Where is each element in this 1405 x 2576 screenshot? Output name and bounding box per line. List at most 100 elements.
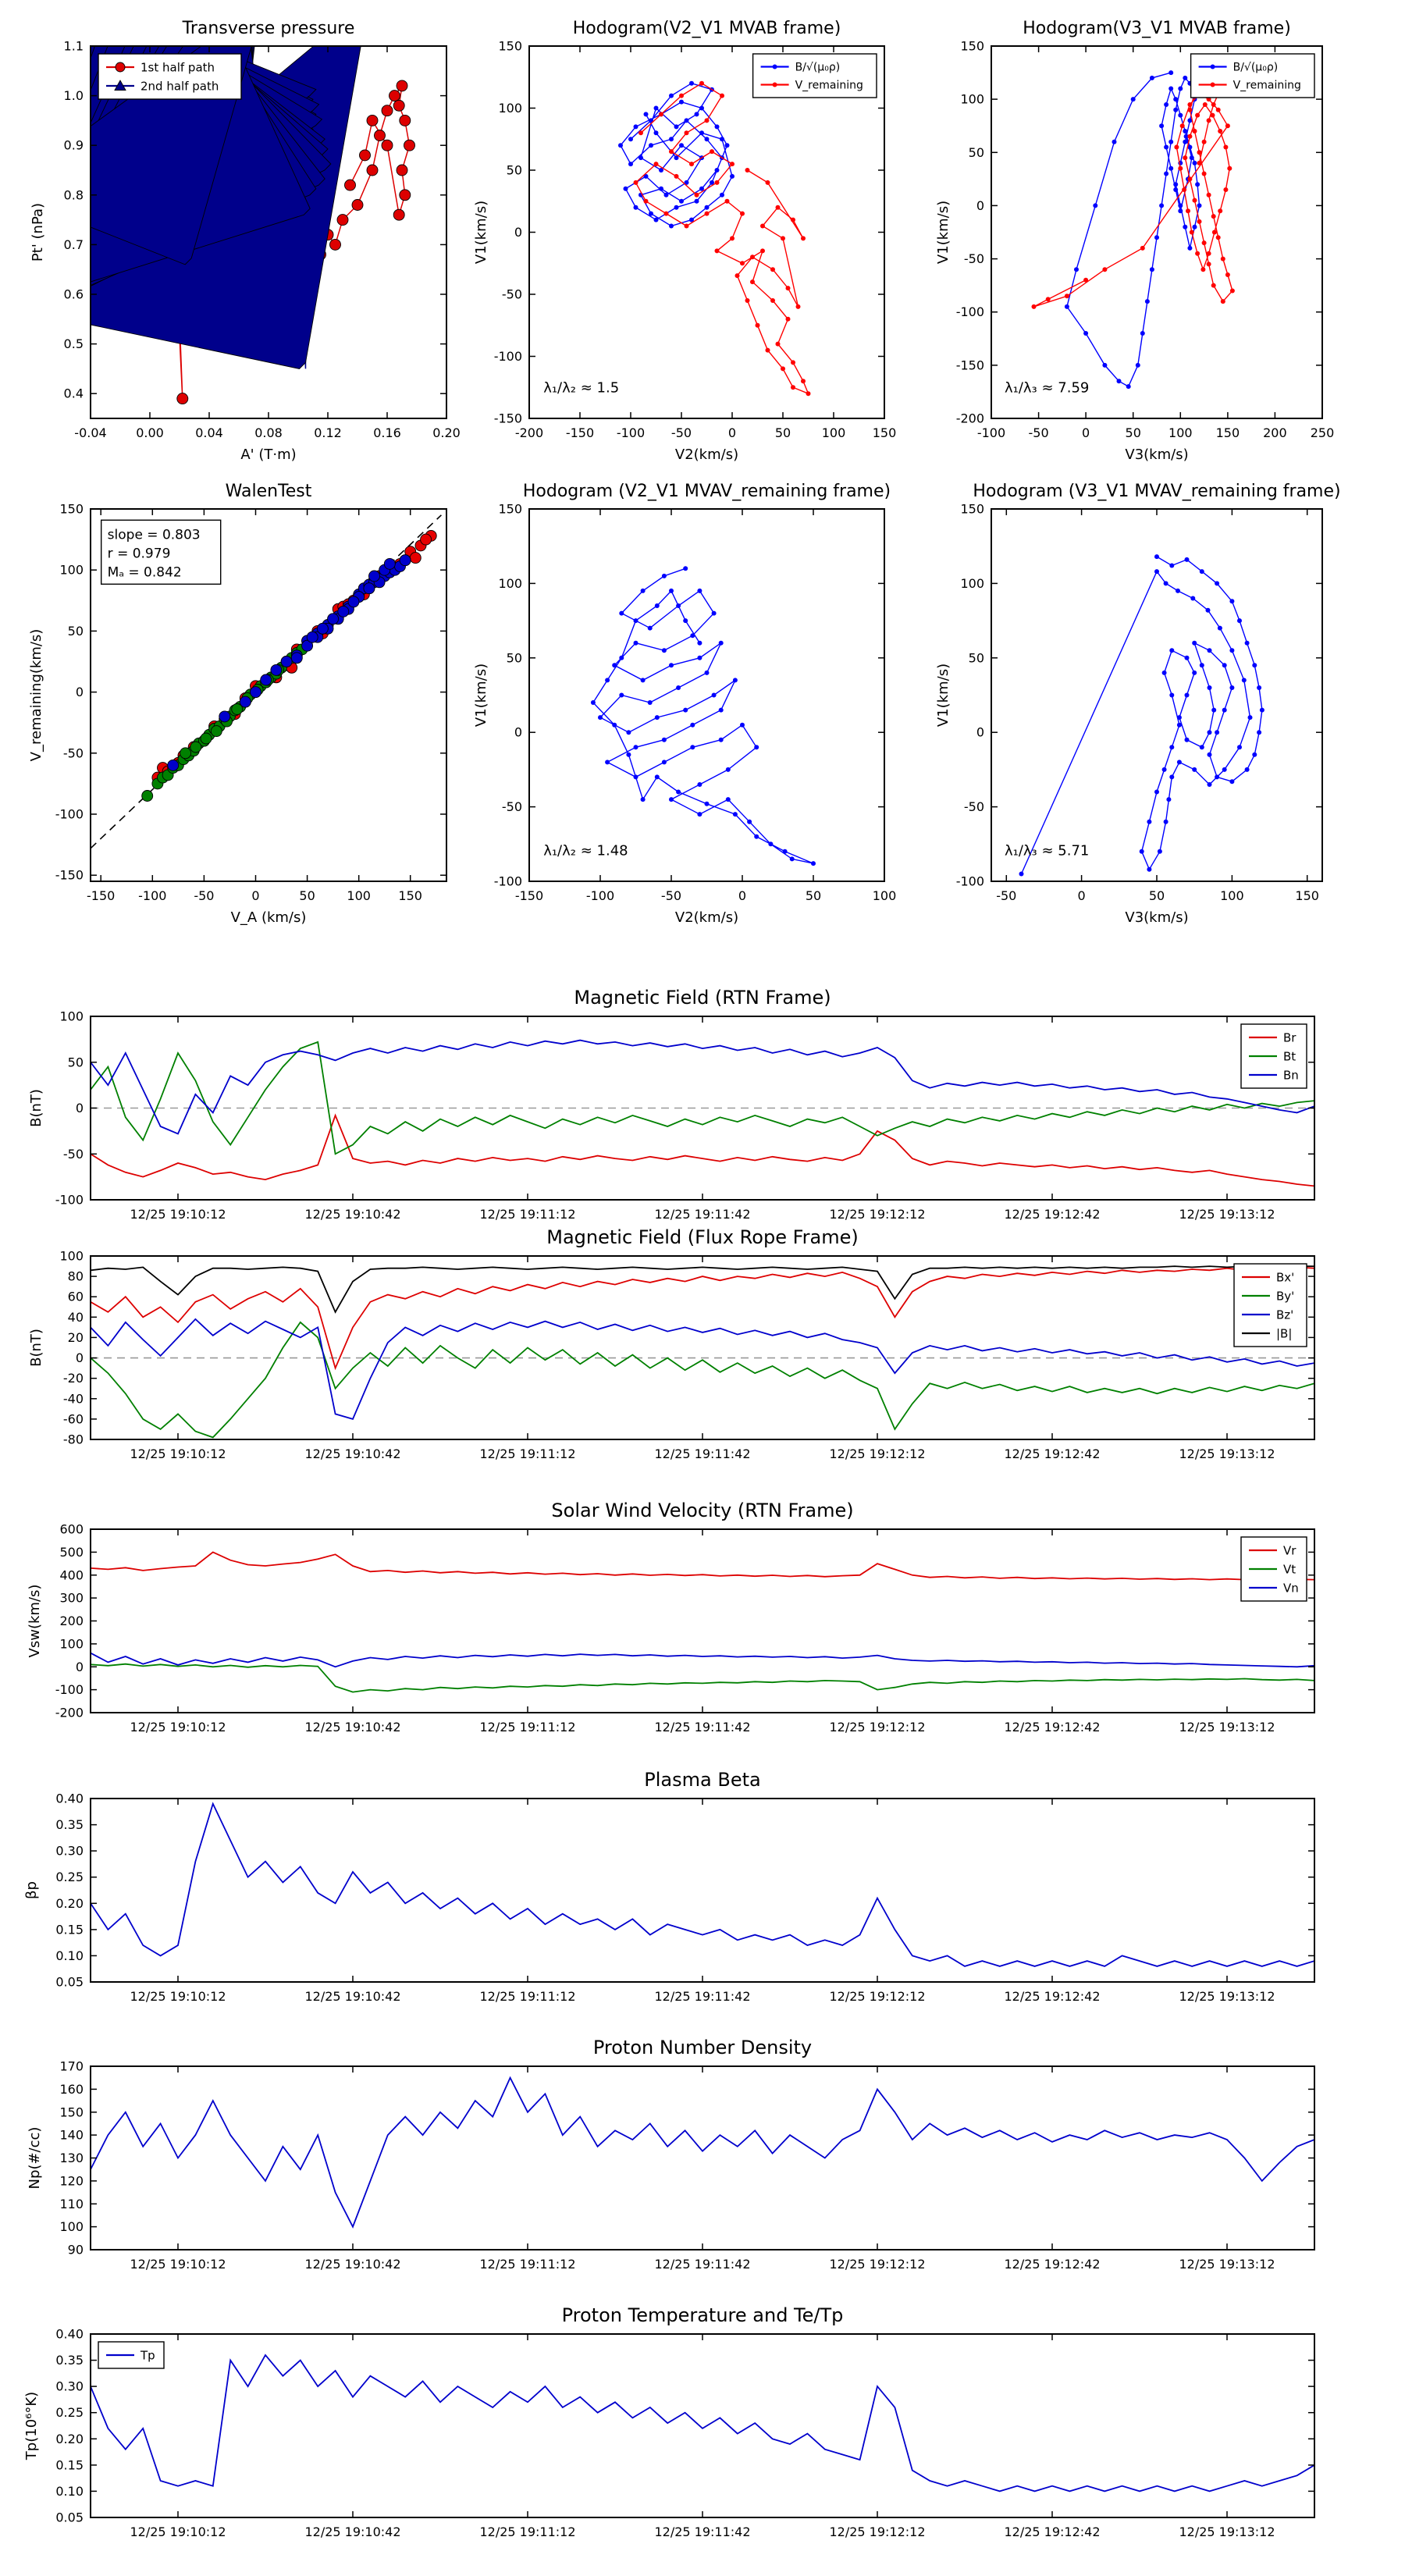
svg-text:40: 40 (68, 1310, 84, 1325)
svg-text:0.04: 0.04 (195, 425, 223, 440)
svg-text:50: 50 (1149, 888, 1165, 903)
svg-text:12/25 19:10:12: 12/25 19:10:12 (130, 2524, 226, 2539)
svg-text:-100: -100 (138, 888, 166, 903)
svg-text:-100: -100 (494, 349, 522, 364)
svg-text:Magnetic Field (Flux Rope Fram: Magnetic Field (Flux Rope Frame) (546, 1226, 858, 1248)
svg-text:-50: -50 (996, 888, 1016, 903)
svg-text:-150: -150 (494, 411, 522, 426)
svg-text:50: 50 (969, 650, 984, 665)
svg-text:-40: -40 (63, 1391, 84, 1406)
svg-text:0: 0 (76, 685, 84, 699)
svg-text:170: 170 (59, 2059, 84, 2074)
svg-text:0.30: 0.30 (55, 2379, 84, 2394)
svg-text:150: 150 (398, 888, 422, 903)
svg-text:slope = 0.803: slope = 0.803 (108, 527, 201, 543)
svg-text:50: 50 (775, 425, 791, 440)
svg-text:12/25 19:12:12: 12/25 19:12:12 (829, 1207, 925, 1222)
svg-text:90: 90 (68, 2243, 84, 2258)
svg-text:Pt' (nPa): Pt' (nPa) (30, 203, 46, 262)
svg-text:12/25 19:11:12: 12/25 19:11:12 (479, 2257, 575, 2272)
svg-text:50: 50 (299, 888, 315, 903)
svg-text:λ₁/λ₃ ≈ 5.71: λ₁/λ₃ ≈ 5.71 (1005, 843, 1089, 859)
svg-text:-100: -100 (617, 425, 645, 440)
svg-text:100: 100 (59, 1636, 84, 1651)
svg-text:160: 160 (59, 2082, 84, 2097)
svg-text:Solar Wind Velocity (RTN Frame: Solar Wind Velocity (RTN Frame) (551, 1500, 853, 1521)
svg-text:Proton Temperature and Te/Tp: Proton Temperature and Te/Tp (562, 2304, 844, 2326)
svg-text:|B|: |B| (1276, 1326, 1292, 1340)
plot-solar-wind-velocity: 12/25 19:10:12 12/25 19:10:42 12/25 19:11:… (0, 1471, 1405, 1767)
svg-text:0.15: 0.15 (55, 1922, 84, 1937)
svg-text:1.1: 1.1 (64, 39, 84, 54)
svg-text:Transverse pressure: Transverse pressure (182, 19, 355, 38)
svg-text:150: 150 (1295, 888, 1319, 903)
svg-text:0.20: 0.20 (55, 2432, 84, 2446)
plot-walen-test: -150 -100 -50 0 50 100 150 -150 -100 -50 0 50 100 150… (0, 468, 468, 937)
svg-text:0.00: 0.00 (136, 425, 164, 440)
svg-text:1.0: 1.0 (64, 88, 84, 103)
svg-text:12/25 19:11:42: 12/25 19:11:42 (654, 1207, 750, 1222)
svg-text:-50: -50 (194, 888, 214, 903)
svg-text:0.7: 0.7 (64, 237, 84, 252)
svg-text:-0.04: -0.04 (74, 425, 106, 440)
svg-text:0.40: 0.40 (55, 1791, 84, 1806)
svg-text:50: 50 (1126, 425, 1141, 440)
svg-text:12/25 19:13:12: 12/25 19:13:12 (1179, 1989, 1275, 2004)
svg-text:By': By' (1276, 1289, 1294, 1303)
svg-text:12/25 19:12:12: 12/25 19:12:12 (829, 2257, 925, 2272)
svg-text:100: 100 (822, 425, 846, 440)
svg-text:12/25 19:10:12: 12/25 19:10:12 (130, 1446, 226, 1461)
svg-text:V1(km/s): V1(km/s) (473, 664, 489, 727)
svg-text:0.40: 0.40 (55, 2327, 84, 2342)
svg-text:12/25 19:12:12: 12/25 19:12:12 (829, 1989, 925, 2004)
svg-text:12/25 19:11:42: 12/25 19:11:42 (654, 2257, 750, 2272)
plot-hodogram-v2v1-mvav-remaining: -150 -100 -50 0 50 100 -100 -50 0 50 100 150 Hodogra… (468, 468, 937, 937)
svg-text:-200: -200 (55, 1706, 84, 1720)
svg-text:150: 150 (59, 2105, 84, 2119)
svg-text:0.25: 0.25 (55, 1870, 84, 1884)
svg-text:1st half path: 1st half path (140, 60, 215, 74)
svg-text:Hodogram (V3_V1 MVAV_remaining: Hodogram (V3_V1 MVAV_remaining frame) (973, 482, 1340, 501)
plot-proton-temperature: 12/25 19:10:12 12/25 19:10:42 12/25 19:11:… (0, 2275, 1405, 2572)
svg-text:0.5: 0.5 (64, 336, 84, 351)
svg-text:12/25 19:10:42: 12/25 19:10:42 (304, 1207, 400, 1222)
svg-text:12/25 19:12:42: 12/25 19:12:42 (1004, 1720, 1100, 1735)
svg-text:-100: -100 (586, 888, 614, 903)
svg-text:200: 200 (1263, 425, 1287, 440)
svg-text:12/25 19:12:12: 12/25 19:12:12 (829, 1446, 925, 1461)
plot-hodogram-v2v1-mvab: -200 -150 -100 -50 0 50 100 150 -150 -100 -50 0 50 10… (468, 0, 937, 468)
svg-text:50: 50 (969, 145, 984, 160)
svg-text:12/25 19:12:42: 12/25 19:12:42 (1004, 1989, 1100, 2004)
svg-text:Magnetic Field (RTN Frame): Magnetic Field (RTN Frame) (574, 987, 831, 1009)
svg-text:12/25 19:11:42: 12/25 19:11:42 (654, 1989, 750, 2004)
svg-text:-50: -50 (964, 251, 984, 266)
svg-text:100: 100 (1220, 888, 1244, 903)
plot-transverse-pressure: -0.04 0.00 0.04 0.08 0.12 0.16 0.20 0.4 0.5 0.6 0.… (0, 0, 468, 468)
svg-text:150: 150 (873, 425, 897, 440)
svg-text:50: 50 (68, 1055, 84, 1069)
svg-text:0.16: 0.16 (373, 425, 401, 440)
svg-text:0: 0 (728, 425, 736, 440)
svg-text:B/√(μ₀ρ): B/√(μ₀ρ) (795, 61, 841, 73)
svg-text:0.12: 0.12 (314, 425, 342, 440)
svg-text:100: 100 (59, 2219, 84, 2234)
svg-text:-100: -100 (55, 807, 84, 822)
svg-text:βp: βp (23, 1881, 40, 1899)
svg-text:100: 100 (59, 1009, 84, 1024)
svg-text:0: 0 (514, 225, 522, 240)
svg-text:300: 300 (59, 1591, 84, 1606)
svg-text:Plasma Beta: Plasma Beta (644, 1769, 760, 1791)
svg-text:2nd half path: 2nd half path (140, 79, 219, 93)
svg-text:12/25 19:10:42: 12/25 19:10:42 (304, 2524, 400, 2539)
svg-text:Hodogram (V2_V1 MVAV_remaining: Hodogram (V2_V1 MVAV_remaining frame) (523, 482, 891, 501)
svg-text:Tp(10⁶°K): Tp(10⁶°K) (23, 2392, 40, 2460)
svg-text:-150: -150 (515, 888, 543, 903)
svg-text:110: 110 (59, 2197, 84, 2211)
svg-text:0.35: 0.35 (55, 1817, 84, 1832)
svg-text:-100: -100 (55, 1682, 84, 1697)
svg-text:Mₐ = 0.842: Mₐ = 0.842 (108, 564, 182, 580)
svg-text:100: 100 (498, 576, 522, 591)
svg-text:B(nT): B(nT) (28, 1089, 44, 1127)
svg-text:-100: -100 (494, 874, 522, 889)
svg-text:0: 0 (76, 1660, 84, 1674)
